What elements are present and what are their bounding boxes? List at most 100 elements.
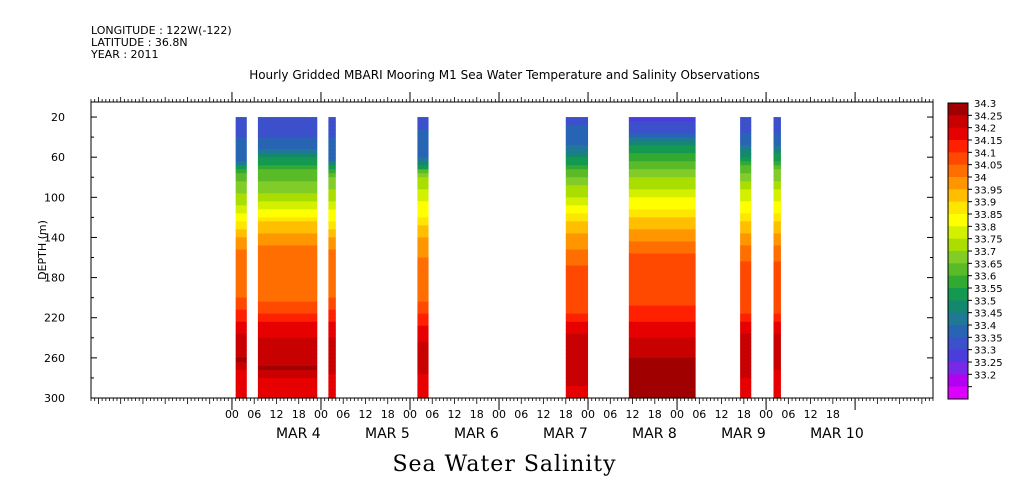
salinity-cell: [235, 317, 247, 323]
salinity-cell: [565, 257, 589, 263]
salinity-cell: [628, 157, 696, 162]
salinity-cell: [417, 277, 429, 283]
salinity-cell: [235, 305, 247, 311]
salinity-cell: [235, 249, 247, 255]
salinity-cell: [628, 193, 696, 198]
salinity-cell: [417, 369, 429, 375]
salinity-cell: [328, 237, 336, 243]
salinity-cell: [235, 193, 247, 198]
salinity-cell: [565, 189, 589, 194]
salinity-cell: [417, 197, 429, 202]
salinity-cell: [257, 369, 318, 375]
salinity-cell: [235, 389, 247, 395]
x-tick-label: 00: [759, 408, 773, 421]
colorbar-label: 34: [974, 173, 987, 184]
salinity-cell: [235, 297, 247, 303]
salinity-cell: [740, 365, 752, 371]
salinity-cell: [328, 261, 336, 267]
salinity-cell: [235, 165, 247, 170]
salinity-cell: [257, 141, 318, 146]
salinity-cell: [740, 237, 752, 243]
salinity-cell: [328, 337, 336, 343]
salinity-cell: [773, 385, 781, 391]
salinity-cell: [740, 125, 752, 130]
salinity-cell: [628, 205, 696, 210]
salinity-cell: [773, 249, 781, 255]
salinity-cell: [773, 365, 781, 371]
salinity-cell: [328, 297, 336, 303]
salinity-cell: [628, 309, 696, 315]
colorbar-label: 34.2: [974, 124, 996, 135]
salinity-cell: [740, 341, 752, 347]
salinity-cell: [417, 385, 429, 391]
observation-segment: [328, 117, 336, 399]
x-tick-label: 18: [737, 408, 751, 421]
salinity-cell: [235, 253, 247, 259]
colorbar: 34.334.2534.234.1534.134.053433.9533.933…: [947, 99, 1003, 400]
salinity-cell: [328, 141, 336, 146]
salinity-cell: [417, 265, 429, 271]
salinity-cell: [565, 265, 589, 271]
salinity-cell: [328, 125, 336, 130]
salinity-cell: [417, 117, 429, 122]
colorbar-swatch: [948, 374, 968, 388]
colorbar-label: 33.6: [974, 272, 996, 283]
salinity-cell: [417, 241, 429, 247]
salinity-cell: [740, 133, 752, 138]
y-axis-label: DEPTH (m): [36, 220, 49, 280]
salinity-cell: [417, 229, 429, 235]
salinity-cell: [773, 305, 781, 311]
salinity-cell: [565, 393, 589, 399]
x-tick-label: 00: [492, 408, 506, 421]
salinity-cell: [740, 197, 752, 202]
salinity-cell: [328, 165, 336, 170]
salinity-cell: [628, 277, 696, 283]
salinity-cell: [235, 181, 247, 186]
year-label: YEAR : 2011: [91, 48, 159, 61]
salinity-cell: [773, 205, 781, 210]
salinity-cell: [740, 273, 752, 279]
salinity-cell: [773, 373, 781, 379]
salinity-cell: [328, 249, 336, 255]
salinity-cell: [628, 257, 696, 263]
salinity-cell: [417, 149, 429, 154]
salinity-cell: [328, 185, 336, 190]
salinity-cell: [417, 337, 429, 343]
colorbar-label: 34.15: [974, 136, 1003, 147]
salinity-cell: [328, 273, 336, 279]
colorbar-label: 33.25: [974, 358, 1003, 369]
salinity-cell: [628, 201, 696, 206]
x-tick-label: 06: [425, 408, 439, 421]
salinity-cell: [773, 389, 781, 395]
salinity-cell: [257, 173, 318, 178]
salinity-cell: [628, 333, 696, 339]
salinity-cell: [235, 205, 247, 210]
salinity-cell: [773, 221, 781, 227]
salinity-cell: [257, 133, 318, 138]
salinity-cell: [257, 261, 318, 267]
salinity-cell: [740, 373, 752, 379]
salinity-cell: [773, 201, 781, 206]
salinity-cell: [257, 149, 318, 154]
salinity-cell: [628, 209, 696, 214]
x-tick-label: 06: [781, 408, 795, 421]
salinity-cell: [257, 277, 318, 283]
x-tick-label: 18: [292, 408, 306, 421]
salinity-cell: [328, 349, 336, 355]
salinity-cell: [740, 233, 752, 239]
salinity-cell: [235, 337, 247, 343]
salinity-cell: [740, 381, 752, 387]
salinity-cell: [257, 237, 318, 243]
salinity-cell: [417, 273, 429, 279]
salinity-cell: [773, 185, 781, 190]
salinity-cell: [417, 349, 429, 355]
salinity-cell: [740, 161, 752, 166]
salinity-cell: [235, 125, 247, 130]
salinity-cell: [740, 177, 752, 182]
salinity-cell: [257, 353, 318, 359]
salinity-cell: [565, 157, 589, 162]
salinity-cell: [565, 241, 589, 247]
salinity-cell: [628, 125, 696, 130]
salinity-cell: [328, 357, 336, 363]
